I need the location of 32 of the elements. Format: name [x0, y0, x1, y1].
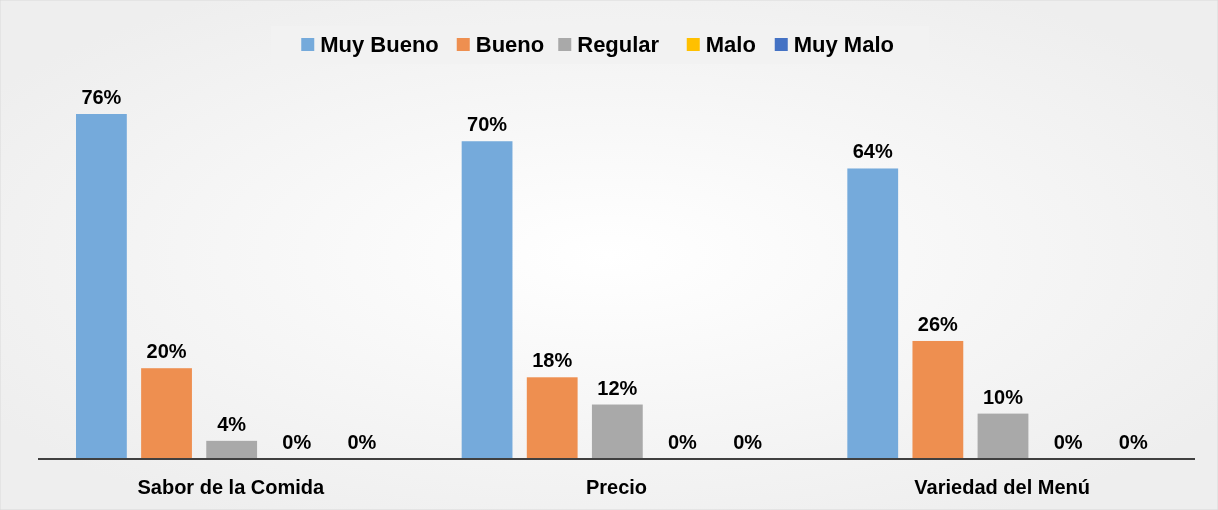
legend-label: Muy Bueno: [320, 32, 439, 57]
bar: [847, 168, 899, 459]
data-label: 4%: [217, 412, 247, 435]
bar: [977, 413, 1029, 459]
data-label: 0%: [347, 431, 377, 453]
x-tick-label: Variedad del Menú: [914, 476, 1090, 498]
legend-label: Malo: [705, 32, 756, 57]
data-label: 10%: [982, 385, 1024, 408]
legend-label: Bueno: [475, 32, 545, 57]
bar: [76, 114, 127, 459]
data-label: 18%: [532, 349, 573, 372]
bar: [206, 440, 258, 459]
data-label: 26%: [917, 312, 959, 335]
data-label: 70%: [467, 113, 508, 136]
bar: [591, 404, 643, 459]
x-tick-label: Sabor de la Comida: [137, 476, 326, 498]
x-tick-label: Precio: [585, 476, 648, 498]
data-label: 0%: [282, 431, 312, 453]
data-label: 0%: [1053, 431, 1083, 453]
legend-label: Regular: [577, 32, 660, 57]
bar: [461, 141, 513, 459]
data-label: 12%: [597, 376, 638, 399]
data-label: 64%: [852, 140, 893, 163]
data-label: 76%: [81, 86, 122, 108]
data-label: 20%: [146, 340, 187, 363]
legend-label: Muy Malo: [793, 32, 894, 57]
bar: [526, 377, 578, 459]
data-label: 0%: [668, 431, 698, 453]
bar: [141, 368, 192, 459]
bar: [912, 340, 964, 459]
data-label: 0%: [733, 431, 763, 453]
data-label: 0%: [1118, 431, 1148, 453]
